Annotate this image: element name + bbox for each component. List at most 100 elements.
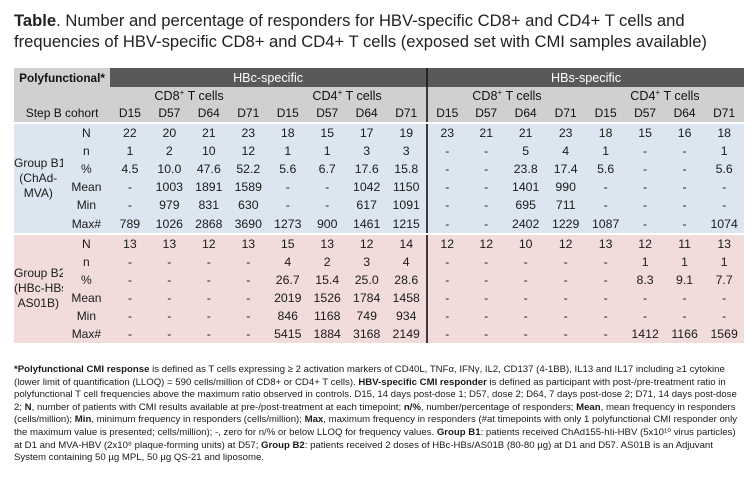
table-cell: 1087 [585, 214, 626, 233]
timepoint-header: D57 [149, 104, 190, 122]
table-cell: 15.4 [307, 270, 347, 289]
table-row: Max# 789 1026 2868 3690 1273 900 1461 1215- -2402… [14, 214, 744, 233]
table-cell: - [545, 252, 586, 271]
table-cell: - [625, 288, 665, 307]
table-cell: 1526 [307, 288, 347, 307]
subheader-hbc-cd4: CD4+ T cells [268, 87, 429, 104]
table-cell: 1003 [149, 178, 190, 197]
footnote-term: N [24, 401, 32, 413]
footnote-text: , minimum frequency in responders (cells… [91, 414, 305, 426]
table-cell: 1401 [505, 178, 546, 197]
responders-table: Polyfunctional* HBc-specific HBs-specifi… [14, 68, 744, 344]
table-row: Group B2(HBc-HBs/AS01B)N1313121315131214… [14, 234, 744, 344]
table-cell: 4 [545, 142, 586, 161]
table-cell: 711 [545, 196, 586, 215]
table-row: Mean -1003 1891 1589- -1042 1150- -1401 990- - - - [14, 178, 744, 197]
table-cell: 17.6 [346, 160, 387, 179]
table-cell: 12 [189, 234, 229, 253]
table-cell: 17.4 [545, 160, 586, 179]
table-cell: - [466, 325, 506, 344]
table-cell: 1026 [149, 214, 190, 233]
timepoint-header: D15 [427, 104, 467, 122]
table-cell: 617 [346, 196, 387, 215]
footnote-text: , number/percentage of responders; [420, 401, 577, 413]
table-cell: 1 [704, 252, 744, 271]
table-cell: 22 [110, 124, 150, 143]
table-cell: - [466, 196, 506, 215]
table-cell: - [545, 325, 586, 344]
table-cell: - [149, 252, 190, 271]
timepoint-header: D57 [466, 104, 506, 122]
table-cell: 18 [704, 124, 744, 143]
cohort-label: Step B cohort [14, 104, 111, 122]
footnote-term: n/% [403, 401, 421, 413]
table-cell: 900 [307, 214, 347, 233]
table-cell: 13 [228, 234, 269, 253]
table-cell: 1042 [346, 178, 387, 197]
footnote-text: is defined as T cells expressing ≥ 2 act… [14, 364, 725, 388]
timepoint-header: D15 [585, 104, 626, 122]
table-row: Min - - - -846 1168 749 934- - - - - - - - [14, 306, 744, 326]
table-cell: 16 [664, 124, 705, 143]
table-cell: 1589 [228, 178, 269, 197]
table-cell: - [427, 196, 467, 215]
row-label: N [62, 234, 111, 253]
table-cell: - [228, 288, 269, 307]
timepoint-header: D64 [664, 104, 705, 122]
row-label: % [62, 270, 111, 289]
table-cell: 1229 [545, 214, 586, 233]
table-cell: 3 [346, 142, 387, 161]
table-cell: 52.2 [228, 160, 269, 179]
table-cell: 1166 [664, 325, 705, 344]
table-cell: - [664, 160, 705, 179]
table-cell: 1091 [386, 196, 429, 215]
table-cell: - [228, 270, 269, 289]
table-cell: - [149, 270, 190, 289]
table-cell: 1 [110, 142, 150, 161]
group-label: Group B1 (ChAd- MVA) [14, 124, 63, 233]
table-cell: 19 [386, 124, 429, 143]
table-cell: 15 [625, 124, 665, 143]
row-label: N [62, 124, 111, 143]
table-cell: 23 [228, 124, 269, 143]
timepoint-header: D71 [545, 104, 586, 122]
footnote-text: is defined as participant with post-/pre… [14, 376, 737, 413]
table-cell: 4 [268, 252, 308, 271]
timepoint-header: D15 [110, 104, 150, 122]
table-cell: - [466, 288, 506, 307]
table-cell: - [505, 270, 546, 289]
table-cell: - [466, 270, 506, 289]
footnote-term: *Polyfunctional CMI response [14, 364, 150, 375]
table-cell: - [625, 214, 665, 233]
table-cell: - [189, 270, 229, 289]
table-cell: 18 [268, 124, 308, 143]
table-cell: 695 [505, 196, 546, 215]
table-cell: - [505, 288, 546, 307]
table-cell: - [585, 288, 626, 307]
timepoint-header: D57 [307, 104, 347, 122]
table-cell: 831 [189, 196, 229, 215]
table-cell: - [149, 325, 190, 344]
table-cell: - [268, 178, 308, 197]
table-cell: 2402 [505, 214, 546, 233]
table-cell: - [228, 325, 269, 344]
table-cell: - [427, 325, 467, 344]
timepoint-header: D57 [625, 104, 665, 122]
table-cell: 1 [664, 252, 705, 271]
table-cell: 2 [149, 142, 190, 161]
table-cell: 15 [307, 124, 347, 143]
table-row: Mean - - - -2019 1526 1784 1458- - - - - - - - [14, 288, 744, 307]
table-cell: - [189, 288, 229, 307]
table-cell: 979 [149, 196, 190, 215]
table-footnote: *Polyfunctional CMI response is defined … [14, 364, 742, 465]
table-cell: - [664, 196, 705, 215]
footnote-text: , mean frequency in responders (cells/mi… [14, 401, 736, 426]
table-cell: - [110, 252, 150, 271]
footnote-term: Min [74, 414, 92, 426]
table-cell: 23 [545, 124, 586, 143]
table-cell: - [110, 178, 150, 197]
header-corner: Polyfunctional* [14, 68, 111, 87]
header-blank [14, 87, 111, 104]
table-cell: 5.6 [268, 160, 308, 179]
footnote-term: Group B1 [436, 426, 481, 438]
